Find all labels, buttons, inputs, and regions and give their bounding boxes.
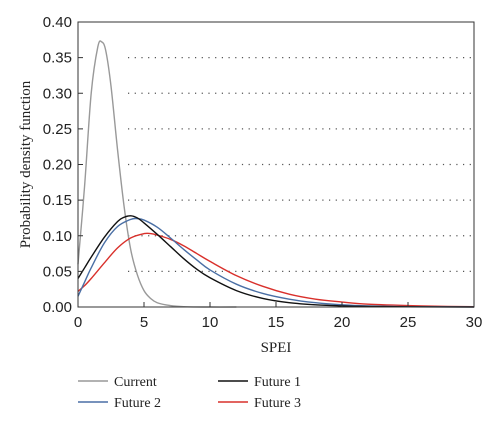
series-line-future-3	[77, 232, 475, 308]
x-tick-label: 10	[202, 314, 219, 331]
y-tick-labels: 0.00 0.05 0.10 0.15 0.20 0.25 0.30 0.35 0.40	[43, 14, 72, 316]
x-axis-title: SPEI	[261, 340, 292, 356]
x-tick-label: 0	[74, 314, 82, 331]
x-tick-labels: 0 5 10 15 20 25 30	[74, 314, 483, 331]
series-line-future-2	[77, 217, 475, 308]
series-line-future-1	[77, 215, 475, 308]
y-tick-label: 0.40	[43, 14, 72, 31]
y-tick-label: 0.00	[43, 299, 72, 316]
y-tick-label: 0.25	[43, 121, 72, 138]
series-line-current	[77, 40, 237, 308]
y-tick-label: 0.15	[43, 192, 72, 209]
x-tick-label: 5	[140, 314, 148, 331]
y-tick-label: 0.05	[43, 263, 72, 280]
grid-layer	[128, 57, 474, 272]
y-tick-label: 0.35	[43, 50, 72, 67]
legend: Current Future 1 Future 2 Future 3	[78, 375, 301, 411]
x-tick-label: 20	[334, 314, 351, 331]
legend-label-future-2: Future 2	[114, 396, 161, 411]
y-tick-label: 0.20	[43, 157, 72, 174]
y-axis-title: Probability density function	[18, 80, 34, 248]
legend-label-current: Current	[114, 375, 157, 390]
series-layer	[77, 40, 475, 308]
x-tick-label: 25	[400, 314, 417, 331]
legend-label-future-1: Future 1	[254, 375, 301, 390]
tick-layer	[77, 21, 475, 308]
x-tick-label: 30	[466, 314, 483, 331]
x-tick-label: 15	[268, 314, 285, 331]
y-tick-label: 0.10	[43, 228, 72, 245]
y-tick-label: 0.30	[43, 85, 72, 102]
legend-label-future-3: Future 3	[254, 396, 301, 411]
